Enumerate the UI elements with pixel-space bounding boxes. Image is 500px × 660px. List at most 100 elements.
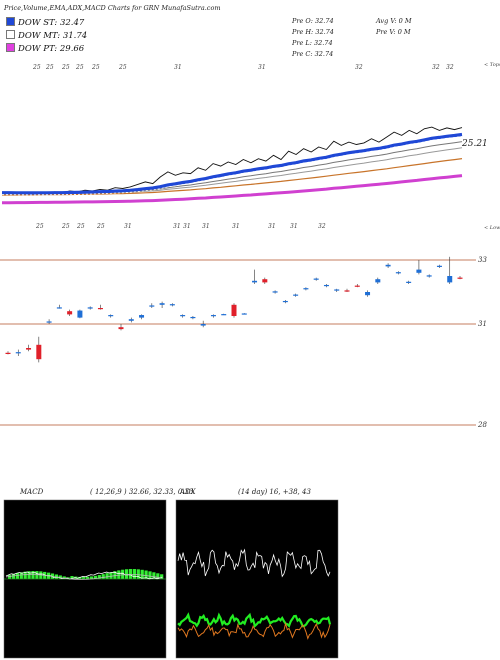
- macd-hist-bar-27: [113, 571, 117, 579]
- adx-orange-line: [177, 621, 331, 640]
- ema-pt-line: [1, 174, 463, 205]
- candle-body-36: [375, 279, 381, 283]
- top-tag-6: 31: [174, 64, 182, 71]
- candle-body-27: [282, 300, 288, 303]
- legend-pt-label: DOW PT: 29.66: [18, 44, 85, 54]
- legend-mt: DOW MT: 31.74: [6, 30, 87, 41]
- macd-hist-bar-24: [101, 574, 105, 579]
- top-tag-5: 25: [118, 64, 127, 71]
- candle-body-19: [200, 324, 206, 326]
- adx-panel: [175, 499, 339, 659]
- top-tag-2: 25: [61, 64, 70, 71]
- candle-body-1: [15, 352, 21, 354]
- macd-hist-bar-36: [148, 571, 152, 579]
- legend-st: DOW ST: 32.47: [6, 17, 84, 28]
- candle-body-12: [128, 319, 134, 321]
- macd-hist-bar-13: [58, 575, 62, 579]
- candle-body-21: [221, 314, 227, 316]
- legend-st-swatch: [6, 17, 15, 26]
- candle-body-39: [406, 281, 412, 283]
- candle-body-43: [447, 276, 453, 283]
- candle-body-5: [56, 307, 62, 309]
- candle-body-6: [67, 311, 73, 315]
- candle-body-20: [210, 315, 216, 317]
- ref-label-33: 33: [478, 256, 487, 264]
- mid-tag-9: 31: [268, 223, 276, 230]
- top-tag-8: 32: [355, 64, 363, 71]
- candle-body-33: [344, 290, 350, 292]
- ref-label-31: 31: [478, 320, 487, 328]
- macd-hist-bar-39: [160, 574, 164, 579]
- ema-st-highlight: [2, 136, 463, 196]
- macd-hist-bar-31: [128, 569, 133, 579]
- candle-body-35: [365, 292, 371, 296]
- ref-label-28: 28: [477, 421, 487, 429]
- macd-hist-bar-16: [70, 576, 74, 579]
- macd-hist-bar-6: [31, 571, 35, 579]
- adx-background: [175, 499, 339, 659]
- lows-label: < Lows: [484, 225, 500, 231]
- macd-hist-bar-29: [121, 569, 125, 579]
- macd-hist-bar-23: [97, 575, 101, 579]
- candle-body-26: [272, 291, 278, 293]
- macd-label: MACD: [20, 488, 44, 496]
- chart-title: Price,Volume,EMA,ADX,MACD Charts for GRN…: [4, 4, 221, 12]
- top-tag-1: 25: [45, 64, 54, 71]
- price-panel: 33 31 28: [0, 256, 487, 429]
- legend-st-label: DOW ST: 32.47: [18, 18, 85, 28]
- stat-avg-volume: Avg V: 0 M: [376, 17, 412, 25]
- mid-tag-1: 25: [61, 223, 70, 230]
- macd-panel: [3, 499, 167, 659]
- candle-body-11: [118, 327, 124, 330]
- mid-tag-7: 31: [202, 223, 210, 230]
- macd-hist-bar-18: [78, 576, 82, 579]
- macd-line: [5, 571, 163, 580]
- candle-body-14: [149, 305, 155, 307]
- macd-hist-bar-21: [89, 576, 94, 579]
- macd-hist-bar-35: [144, 570, 148, 579]
- mid-tag-0: 25: [35, 223, 44, 230]
- ema-long-line: [1, 158, 463, 196]
- macd-hist-bar-33: [136, 569, 140, 579]
- candle-body-25: [262, 279, 268, 283]
- adx-white-line: [177, 548, 331, 578]
- stat-high: Pre H: 32.74: [292, 28, 334, 36]
- macd-values: ( 12,26,9 ) 32.66, 32.33, 0.33: [90, 488, 194, 496]
- top-tag-9: 32: [432, 64, 440, 71]
- macd-hist-bar-32: [132, 569, 136, 579]
- macd-hist-bar-2: [15, 573, 19, 579]
- top-tag-0: 25: [32, 64, 41, 71]
- candle-body-9: [97, 308, 103, 310]
- candle-body-0: [5, 352, 11, 354]
- legend-pt: DOW PT: 29.66: [6, 43, 84, 54]
- top-tag-7: 31: [258, 64, 266, 71]
- legend-pt-swatch: [6, 43, 15, 52]
- macd-hist-bar-25: [105, 573, 109, 579]
- candle-body-23: [241, 313, 247, 315]
- candle-body-17: [180, 315, 186, 317]
- candle-body-24: [252, 280, 258, 283]
- candle-body-15: [159, 303, 165, 305]
- macd-hist-bar-14: [62, 576, 66, 579]
- ema-mt-line-2: [1, 147, 463, 195]
- macd-hist-bar-1: [11, 574, 16, 579]
- adx-label: ADX: [180, 488, 196, 496]
- candle-body-18: [190, 316, 196, 319]
- macd-hist-bar-0: [8, 575, 12, 579]
- legend-mt-swatch: [6, 30, 15, 39]
- candle-body-29: [303, 288, 309, 290]
- mid-tag-8: 31: [232, 223, 240, 230]
- macd-signal-line: [5, 574, 163, 580]
- mid-tag-3: 25: [96, 223, 105, 230]
- adx-values: (14 day) 16, +38, 43: [238, 488, 311, 496]
- macd-hist-bar-19: [82, 576, 86, 579]
- macd-hist-bar-22: [93, 575, 97, 579]
- top-tag-10: 32: [446, 64, 454, 71]
- candle-body-37: [385, 264, 391, 267]
- mid-tag-11: 32: [318, 223, 326, 230]
- candle-body-13: [139, 315, 145, 318]
- adx-green-line: [177, 612, 332, 628]
- macd-hist-bar-37: [152, 572, 156, 579]
- candle-body-22: [231, 304, 237, 316]
